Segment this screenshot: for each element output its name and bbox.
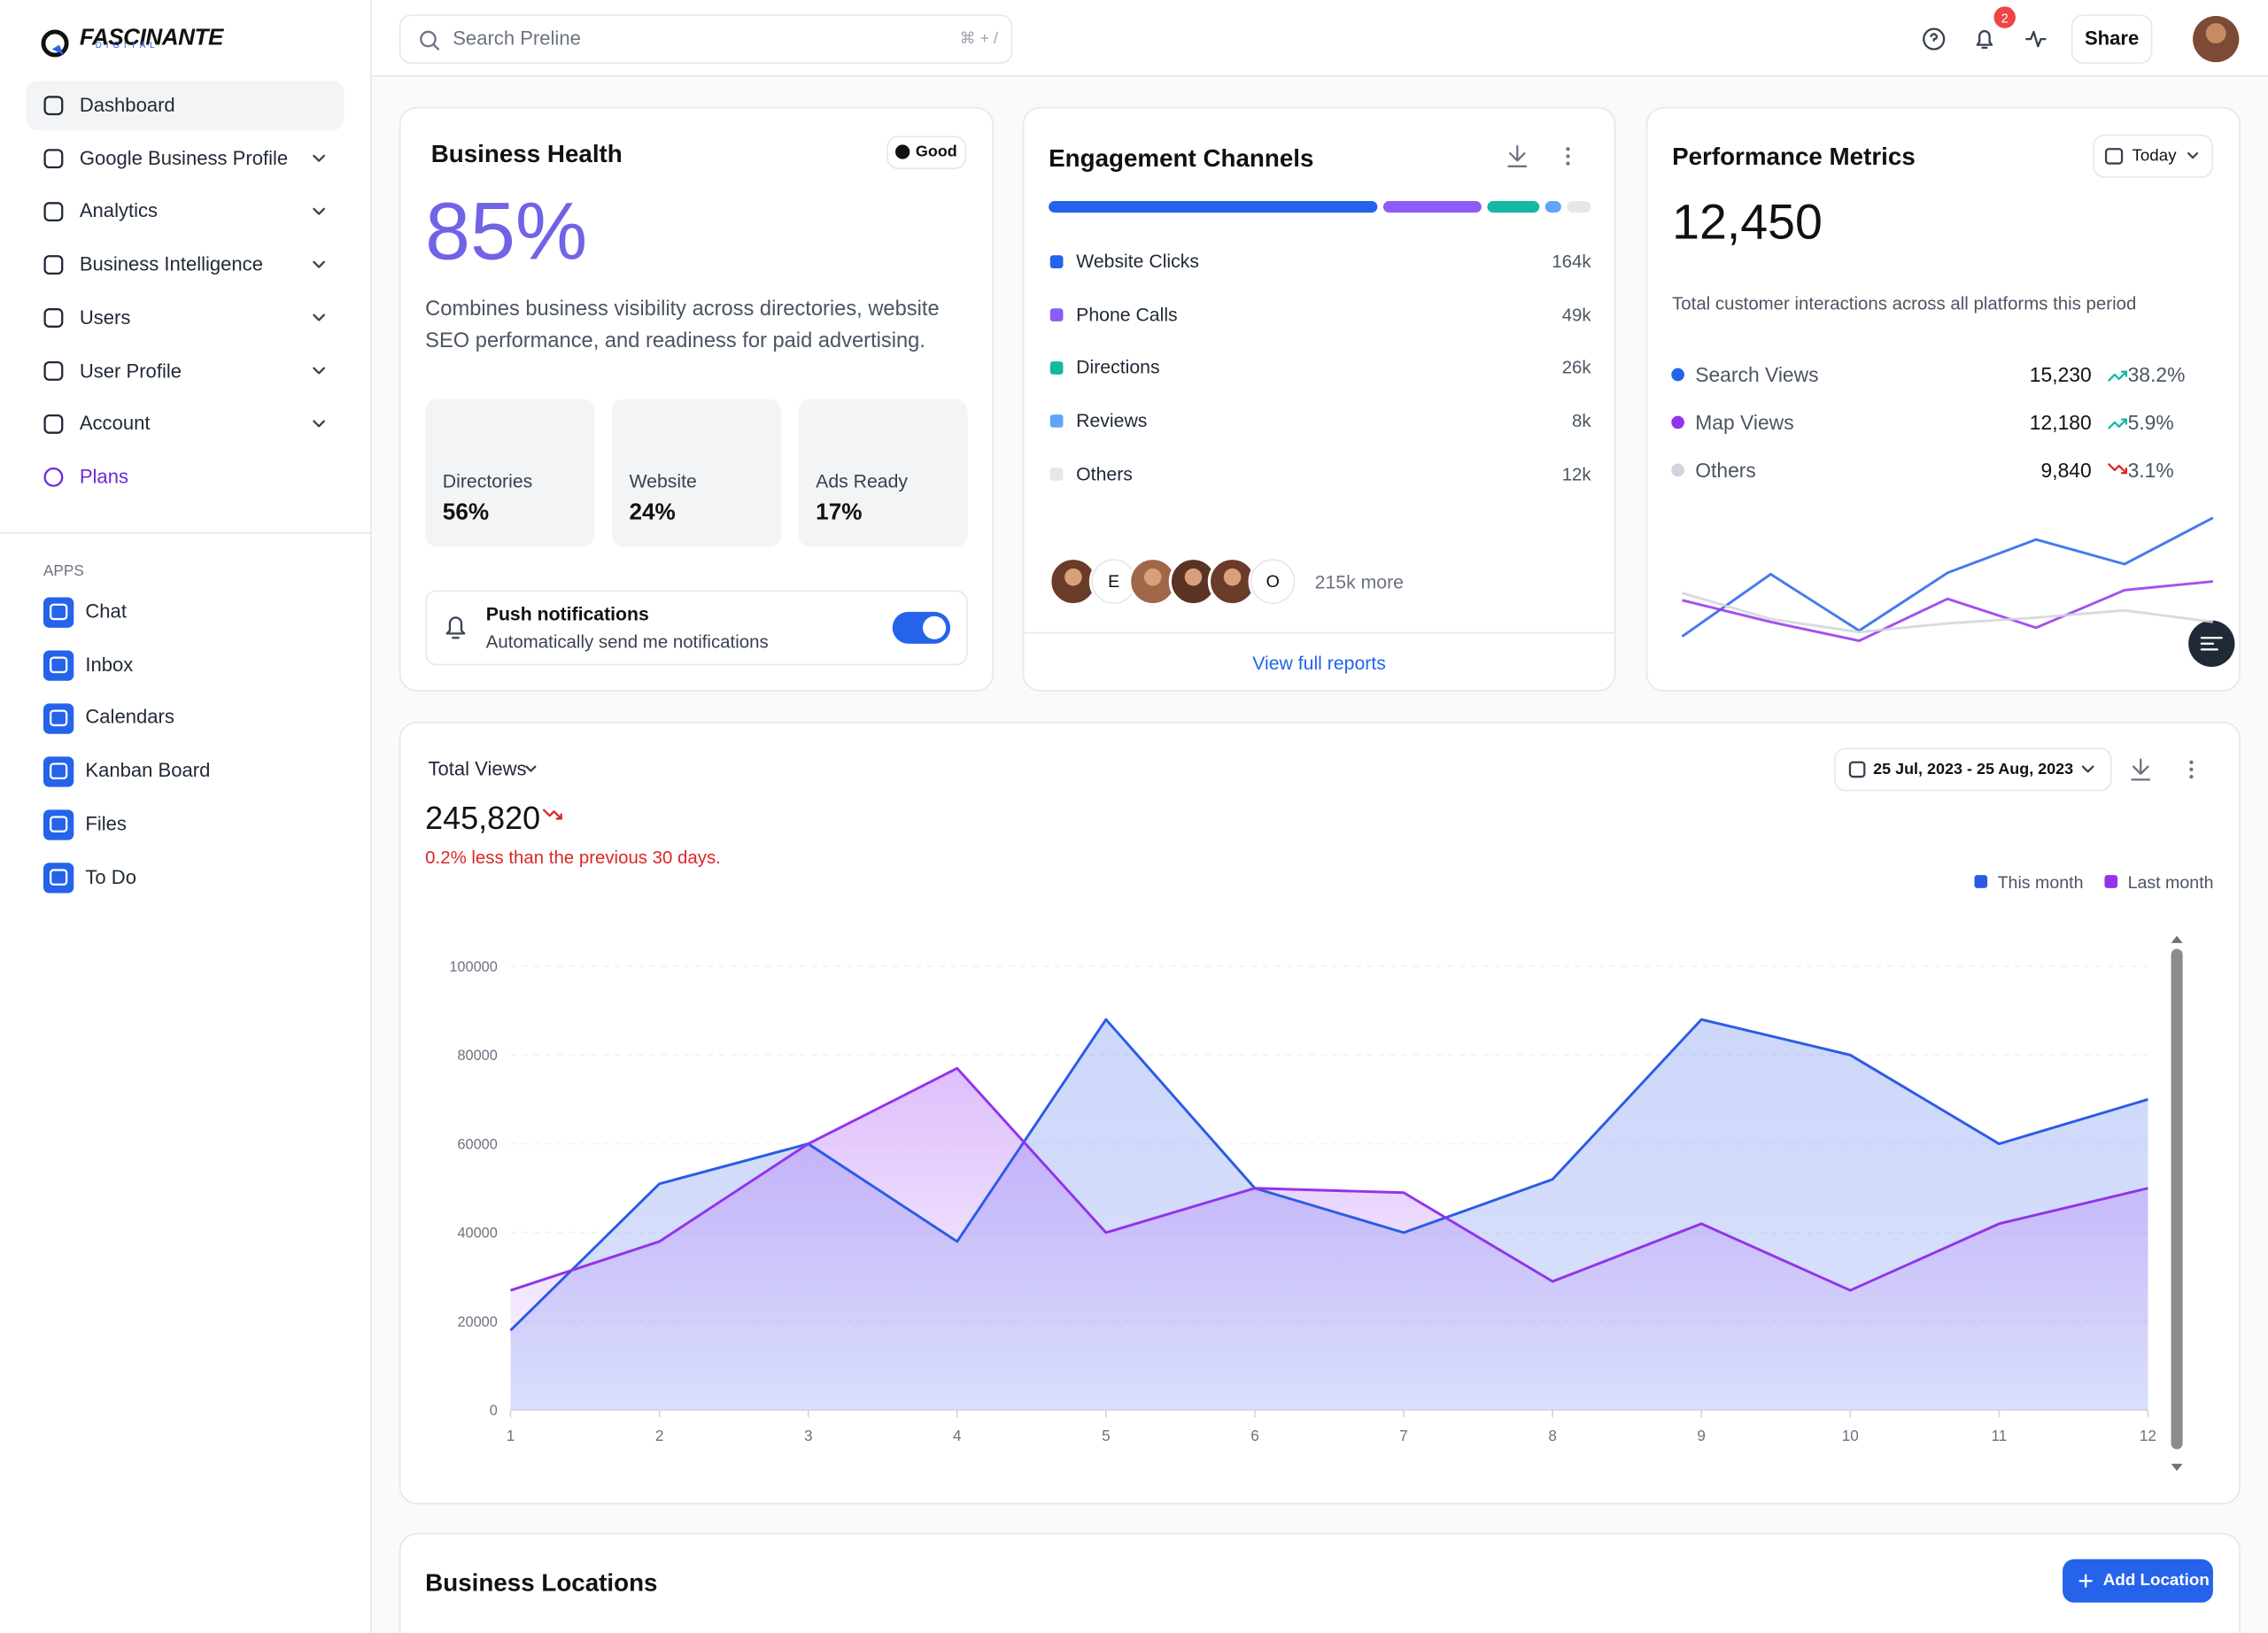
share-button[interactable] — [2071, 14, 2153, 64]
search-placeholder: Search Preline — [453, 27, 581, 50]
app-item[interactable]: Inbox — [85, 653, 134, 676]
date-range-button[interactable] — [1834, 747, 2112, 792]
engagement-card — [1022, 106, 1616, 692]
tile-label: Website — [629, 469, 697, 492]
period-label: Today — [2132, 147, 2177, 166]
push-title: Push notifications — [485, 603, 649, 625]
metric-value: 15,230 — [2029, 362, 2092, 387]
channel-name: Directions — [1076, 356, 1160, 378]
card-title: Performance Metrics — [1672, 143, 1916, 171]
add-location-label: Add Location — [2102, 1572, 2210, 1590]
search-box[interactable] — [399, 14, 1013, 64]
performance-description: Total customer interactions across all p… — [1672, 293, 2137, 314]
legend-label: Last month — [2127, 871, 2214, 893]
card-title: Engagement Channels — [1049, 144, 1314, 173]
sidebar — [0, 0, 372, 1633]
metric-tile — [798, 399, 968, 547]
locations-card — [399, 1533, 2241, 1633]
nav-item[interactable]: Business Intelligence — [79, 252, 263, 275]
engagement-divider — [1022, 631, 1616, 634]
performance-total: 12,450 — [1672, 195, 1823, 251]
channel-name: Others — [1076, 462, 1133, 484]
metric-name: Map Views — [1695, 410, 1794, 434]
tile-label: Directories — [442, 469, 533, 492]
metric-tile — [425, 399, 595, 547]
tile-value: 56% — [442, 500, 490, 525]
card-title: Business Health — [430, 140, 623, 168]
card-title: Business Locations — [425, 1569, 658, 1598]
nav-item[interactable]: Dashboard — [79, 94, 175, 116]
app-item[interactable]: Chat — [85, 600, 127, 623]
tile-value: 17% — [816, 500, 863, 525]
tile-value: 24% — [629, 500, 676, 525]
nav-active-bg[interactable] — [26, 81, 344, 130]
total-views-card — [399, 722, 2241, 1505]
channel-value: 26k — [1561, 358, 1591, 378]
metric-change: 5.9% — [2127, 410, 2174, 434]
nav-item[interactable]: Analytics — [79, 200, 159, 222]
health-description: Combines business visibility across dire… — [425, 298, 940, 353]
avatars-more: 215k more — [1314, 571, 1404, 593]
metric-value: 12,180 — [2029, 410, 2092, 434]
view-reports-link[interactable]: View full reports — [1252, 652, 1386, 675]
metric-tile — [611, 399, 781, 547]
channel-name: Phone Calls — [1076, 303, 1178, 325]
metric-change: 3.1% — [2127, 458, 2174, 482]
search-shortcut: ⌘ + / — [959, 30, 998, 48]
nav-item[interactable]: Account — [79, 412, 151, 435]
total-views-value: 245,820 — [425, 800, 541, 837]
logo-text: FASCINANTE — [79, 26, 224, 51]
share-label: Share — [2084, 27, 2140, 50]
app-item[interactable]: To Do — [85, 865, 136, 888]
health-score: 85% — [425, 185, 588, 276]
channel-value: 8k — [1572, 411, 1591, 431]
metric-name: Others — [1695, 458, 1756, 482]
metric-value: 9,840 — [2040, 458, 2092, 482]
channel-name: Website Clicks — [1076, 250, 1200, 273]
date-range-label: 25 Jul, 2023 - 25 Aug, 2023 — [1873, 761, 2074, 778]
push-subtitle: Automatically send me notifications — [485, 631, 769, 653]
logo-subtext: DIGITAL — [95, 42, 159, 51]
tile-label: Ads Ready — [816, 469, 909, 492]
nav-item[interactable]: User Profile — [79, 359, 182, 382]
nav-item[interactable]: Plans — [79, 465, 129, 488]
apps-heading: APPS — [43, 562, 84, 580]
channel-value: 164k — [1552, 252, 1591, 273]
app-item[interactable]: Calendars — [85, 706, 174, 729]
nav-item[interactable]: Google Business Profile — [79, 147, 289, 169]
legend-label: This month — [1997, 871, 2084, 893]
badge-text: Good — [915, 143, 957, 161]
nav-item[interactable]: Users — [79, 306, 131, 329]
channel-name: Reviews — [1076, 409, 1148, 431]
channel-value: 49k — [1561, 305, 1591, 325]
app-item[interactable]: Kanban Board — [85, 759, 211, 782]
channel-value: 12k — [1561, 463, 1591, 484]
sidebar-divider — [0, 532, 372, 534]
total-views-note: 0.2% less than the previous 30 days. — [425, 847, 721, 868]
metric-name: Search Views — [1695, 362, 1819, 387]
app-item[interactable]: Files — [85, 812, 127, 835]
total-views-title[interactable]: Total Views — [428, 757, 527, 780]
metric-change: 38.2% — [2127, 362, 2186, 387]
push-box — [425, 590, 968, 666]
